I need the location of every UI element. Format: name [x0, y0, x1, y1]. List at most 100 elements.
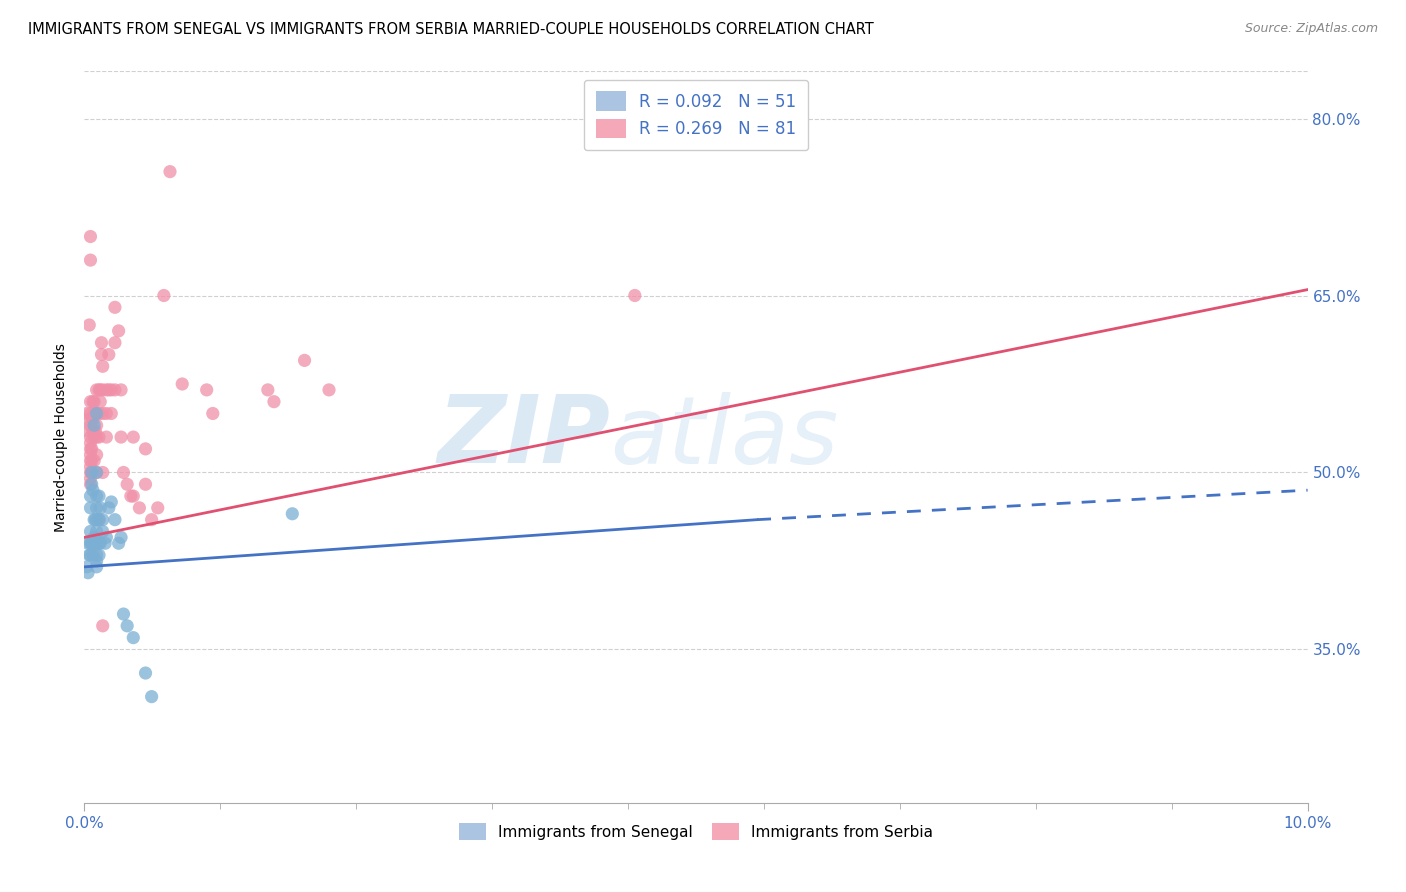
- Point: [89, 500, 111, 515]
- Text: Source: ZipAtlas.com: Source: ZipAtlas.com: [1244, 22, 1378, 36]
- Point: [100, 495, 122, 509]
- Point: [82, 536, 104, 550]
- Point: [97, 347, 120, 361]
- Legend: Immigrants from Senegal, Immigrants from Serbia: Immigrants from Senegal, Immigrants from…: [453, 816, 939, 847]
- Point: [128, 500, 150, 515]
- Point: [80, 466, 103, 480]
- Point: [77, 318, 100, 332]
- Y-axis label: Married-couple Households: Married-couple Households: [53, 343, 67, 532]
- Point: [159, 164, 181, 178]
- Point: [79, 418, 101, 433]
- Point: [83, 407, 105, 421]
- Point: [110, 383, 132, 397]
- Point: [96, 383, 118, 397]
- Point: [83, 513, 105, 527]
- Point: [86, 524, 108, 539]
- Point: [79, 466, 101, 480]
- Point: [110, 530, 132, 544]
- Point: [79, 436, 101, 450]
- Point: [91, 383, 114, 397]
- Point: [82, 424, 104, 438]
- Point: [87, 548, 110, 562]
- Point: [91, 524, 114, 539]
- Point: [91, 407, 114, 421]
- Point: [87, 383, 110, 397]
- Point: [86, 548, 108, 562]
- Point: [86, 559, 108, 574]
- Point: [80, 477, 103, 491]
- Point: [87, 489, 110, 503]
- Point: [79, 500, 101, 515]
- Point: [91, 619, 114, 633]
- Point: [195, 383, 218, 397]
- Point: [89, 383, 111, 397]
- Point: [91, 466, 114, 480]
- Point: [82, 412, 104, 426]
- Point: [624, 288, 647, 302]
- Point: [82, 548, 104, 562]
- Point: [86, 554, 108, 568]
- Point: [83, 530, 105, 544]
- Point: [79, 489, 101, 503]
- Point: [87, 513, 110, 527]
- Point: [110, 430, 132, 444]
- Point: [77, 424, 100, 438]
- Point: [122, 430, 145, 444]
- Point: [294, 353, 316, 368]
- Point: [87, 513, 110, 527]
- Point: [80, 536, 103, 550]
- Point: [318, 383, 340, 397]
- Point: [77, 548, 100, 562]
- Point: [201, 407, 224, 421]
- Point: [172, 376, 194, 391]
- Point: [86, 448, 108, 462]
- Point: [97, 500, 120, 515]
- Point: [86, 407, 108, 421]
- Point: [87, 536, 110, 550]
- Text: atlas: atlas: [610, 392, 838, 483]
- Point: [83, 394, 105, 409]
- Point: [87, 430, 110, 444]
- Point: [86, 489, 108, 503]
- Point: [97, 383, 120, 397]
- Point: [96, 430, 118, 444]
- Point: [91, 513, 114, 527]
- Point: [83, 418, 105, 433]
- Point: [141, 513, 163, 527]
- Point: [86, 430, 108, 444]
- Point: [79, 536, 101, 550]
- Point: [79, 253, 101, 268]
- Point: [100, 383, 122, 397]
- Point: [90, 347, 112, 361]
- Point: [84, 513, 107, 527]
- Point: [79, 524, 101, 539]
- Point: [263, 394, 285, 409]
- Point: [86, 466, 108, 480]
- Point: [79, 459, 101, 474]
- Point: [90, 335, 112, 350]
- Point: [87, 407, 110, 421]
- Point: [79, 229, 101, 244]
- Point: [135, 477, 157, 491]
- Point: [281, 507, 304, 521]
- Point: [135, 666, 157, 681]
- Point: [104, 301, 127, 315]
- Point: [104, 383, 127, 397]
- Point: [86, 407, 108, 421]
- Point: [86, 466, 108, 480]
- Point: [141, 690, 163, 704]
- Text: IMMIGRANTS FROM SENEGAL VS IMMIGRANTS FROM SERBIA MARRIED-COUPLE HOUSEHOLDS CORR: IMMIGRANTS FROM SENEGAL VS IMMIGRANTS FR…: [28, 22, 875, 37]
- Point: [112, 466, 135, 480]
- Point: [86, 513, 108, 527]
- Point: [79, 448, 101, 462]
- Point: [82, 483, 104, 498]
- Point: [76, 407, 98, 421]
- Point: [135, 442, 157, 456]
- Point: [104, 513, 127, 527]
- Point: [86, 418, 108, 433]
- Point: [83, 453, 105, 467]
- Point: [122, 631, 145, 645]
- Point: [104, 335, 127, 350]
- Point: [89, 394, 111, 409]
- Point: [80, 442, 103, 456]
